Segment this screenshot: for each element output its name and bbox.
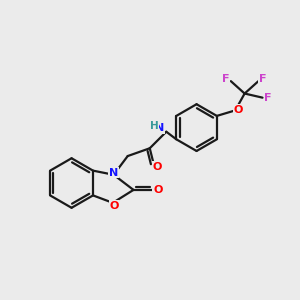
Text: F: F bbox=[222, 74, 230, 84]
Text: O: O bbox=[233, 105, 243, 115]
Text: F: F bbox=[259, 74, 266, 84]
Text: O: O bbox=[153, 185, 162, 195]
Text: O: O bbox=[110, 201, 119, 211]
Text: F: F bbox=[264, 93, 272, 103]
Text: O: O bbox=[153, 162, 162, 172]
Text: H: H bbox=[150, 121, 159, 131]
Text: N: N bbox=[155, 123, 164, 134]
Text: N: N bbox=[109, 168, 118, 178]
